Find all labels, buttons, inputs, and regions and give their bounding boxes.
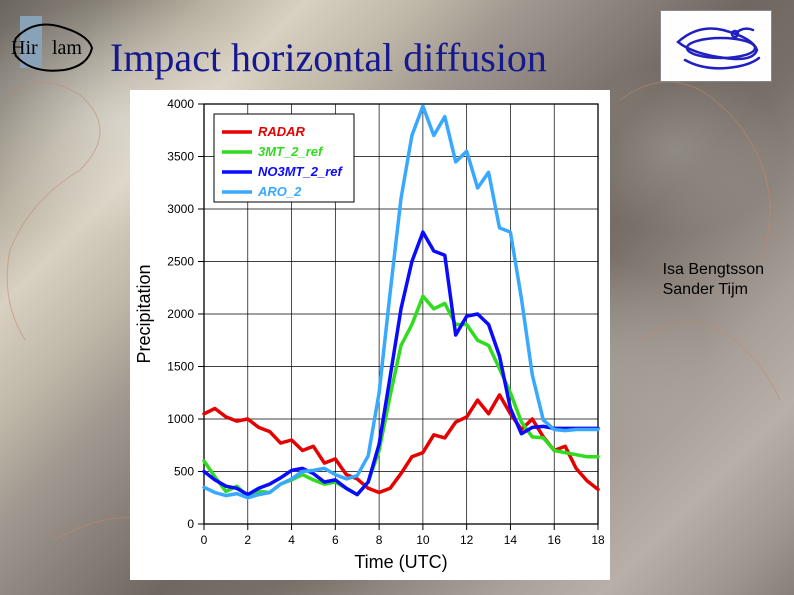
hirlam-logo: Hir lam	[8, 8, 98, 78]
svg-text:0: 0	[187, 517, 194, 531]
svg-text:2000: 2000	[167, 307, 194, 321]
svg-text:8: 8	[376, 533, 383, 547]
svg-text:1000: 1000	[167, 412, 194, 426]
svg-text:lam: lam	[52, 37, 82, 59]
author-2: Sander Tijm	[663, 280, 764, 300]
svg-text:3000: 3000	[167, 202, 194, 216]
precipitation-chart: 0 2 4 6 8 10 12 14 16 18 0 500 1000 1500 2000 2500 3000 3…	[130, 90, 610, 580]
aladin-logo	[660, 10, 772, 82]
svg-text:Hir: Hir	[11, 37, 38, 59]
svg-text:10: 10	[416, 533, 430, 547]
svg-text:Precipitation: Precipitation	[134, 264, 154, 363]
author-block: Isa Bengtsson Sander Tijm	[663, 260, 764, 300]
svg-text:16: 16	[548, 533, 562, 547]
svg-text:RADAR: RADAR	[258, 124, 306, 139]
svg-text:500: 500	[174, 465, 194, 479]
page-title: Impact horizontal diffusion	[110, 34, 547, 81]
svg-text:3500: 3500	[167, 150, 194, 164]
svg-text:2500: 2500	[167, 255, 194, 269]
svg-text:4: 4	[288, 533, 295, 547]
svg-text:NO3MT_2_ref: NO3MT_2_ref	[258, 164, 343, 179]
author-1: Isa Bengtsson	[663, 260, 764, 280]
svg-text:3MT_2_ref: 3MT_2_ref	[258, 144, 324, 159]
svg-text:0: 0	[201, 533, 208, 547]
svg-text:ARO_2: ARO_2	[257, 184, 302, 199]
slide-root: Hir lam Impact horizontal diffusion Isa …	[0, 0, 794, 595]
svg-text:2: 2	[244, 533, 251, 547]
svg-text:12: 12	[460, 533, 474, 547]
svg-text:4000: 4000	[167, 97, 194, 111]
svg-text:Time (UTC): Time (UTC)	[354, 552, 447, 572]
svg-text:18: 18	[591, 533, 605, 547]
svg-text:1500: 1500	[167, 360, 194, 374]
svg-text:6: 6	[332, 533, 339, 547]
svg-text:14: 14	[504, 533, 518, 547]
